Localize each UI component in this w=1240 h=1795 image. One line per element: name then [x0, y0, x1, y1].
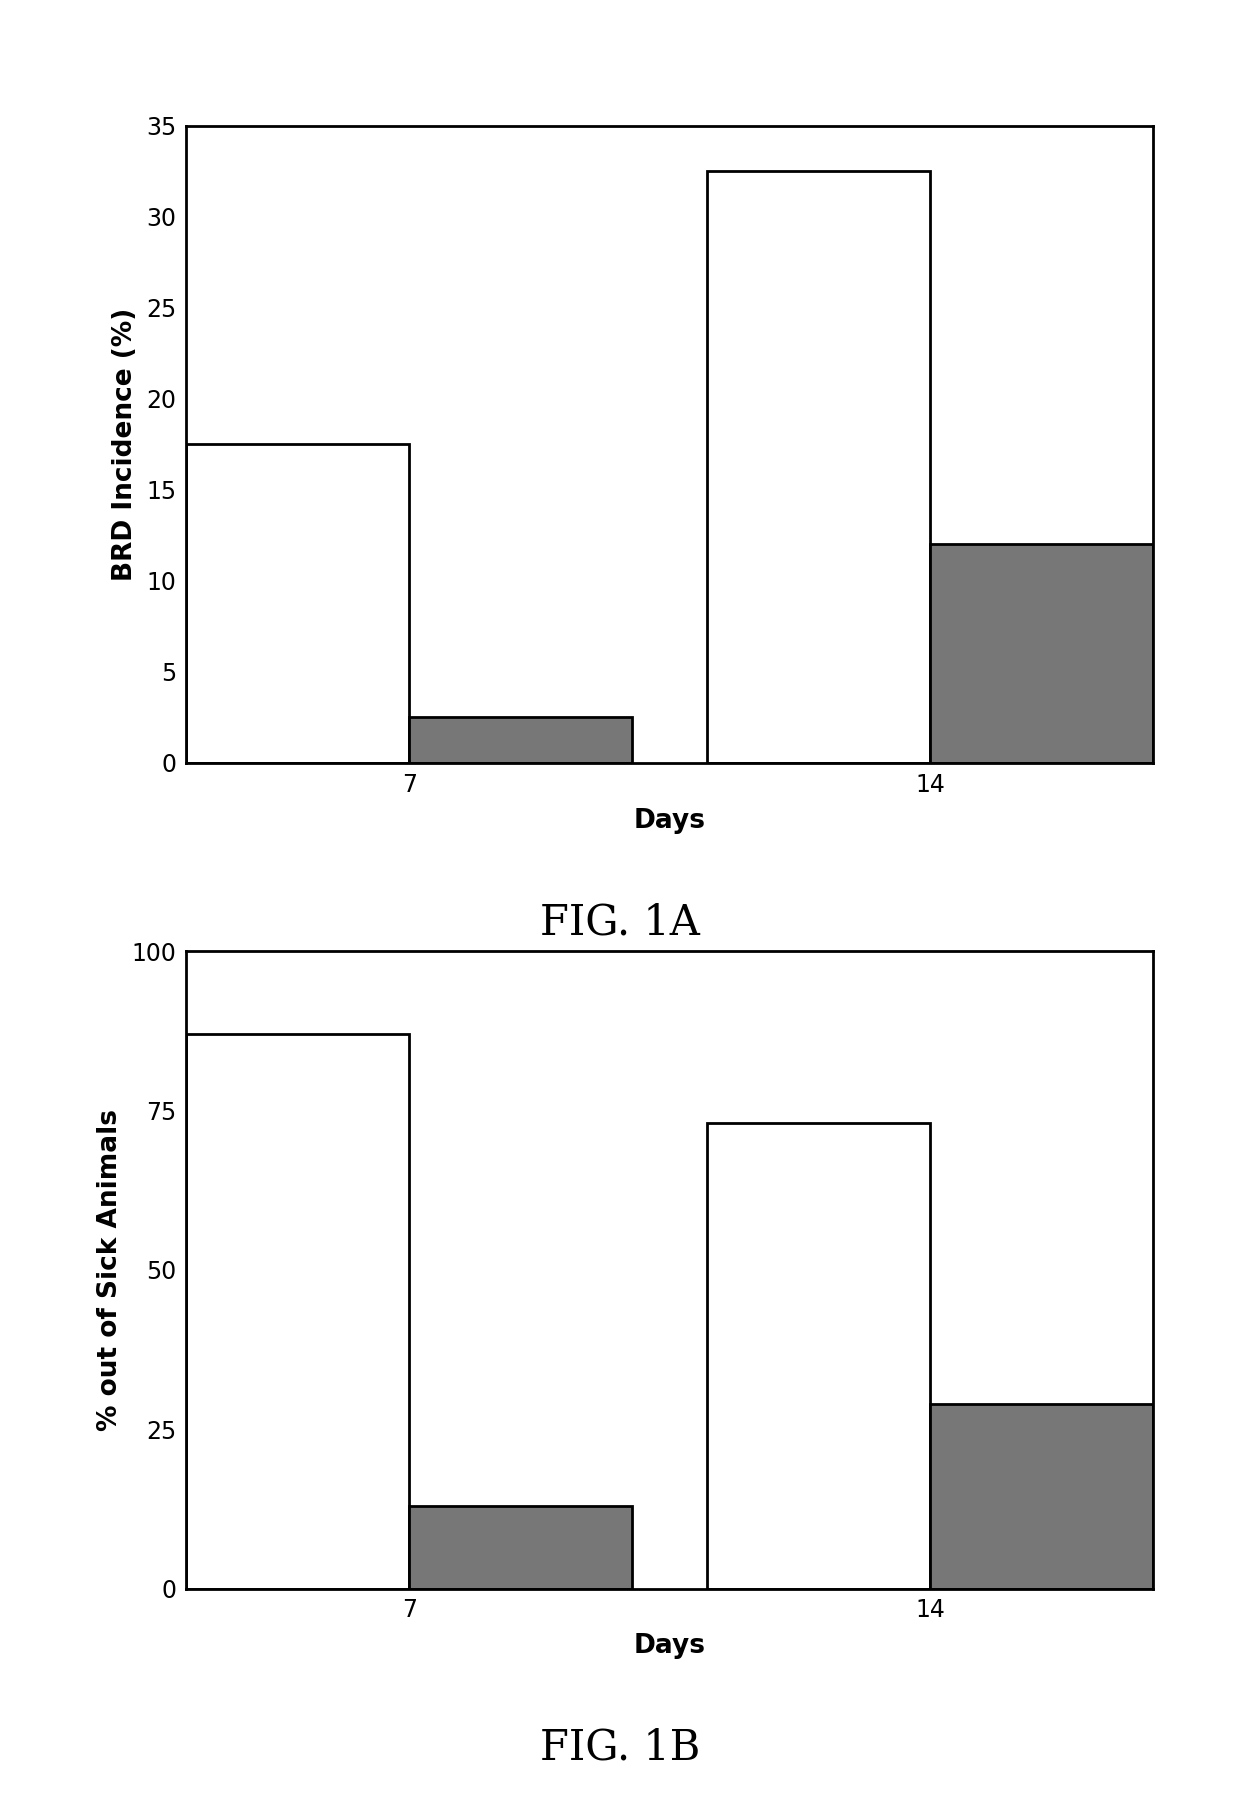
Bar: [930, 544, 1153, 763]
Text: FIG. 1B: FIG. 1B: [539, 1727, 701, 1768]
Bar: [186, 1034, 409, 1589]
X-axis label: Days: Days: [634, 1633, 706, 1659]
Bar: [707, 1124, 930, 1589]
Y-axis label: BRD Incidence (%): BRD Incidence (%): [112, 307, 138, 582]
Bar: [409, 1506, 632, 1589]
X-axis label: Days: Days: [634, 808, 706, 833]
Y-axis label: % out of Sick Animals: % out of Sick Animals: [97, 1109, 123, 1431]
Bar: [707, 171, 930, 763]
Bar: [930, 1404, 1153, 1589]
Bar: [186, 443, 409, 763]
Bar: [409, 718, 632, 763]
Text: FIG. 1A: FIG. 1A: [541, 901, 699, 942]
